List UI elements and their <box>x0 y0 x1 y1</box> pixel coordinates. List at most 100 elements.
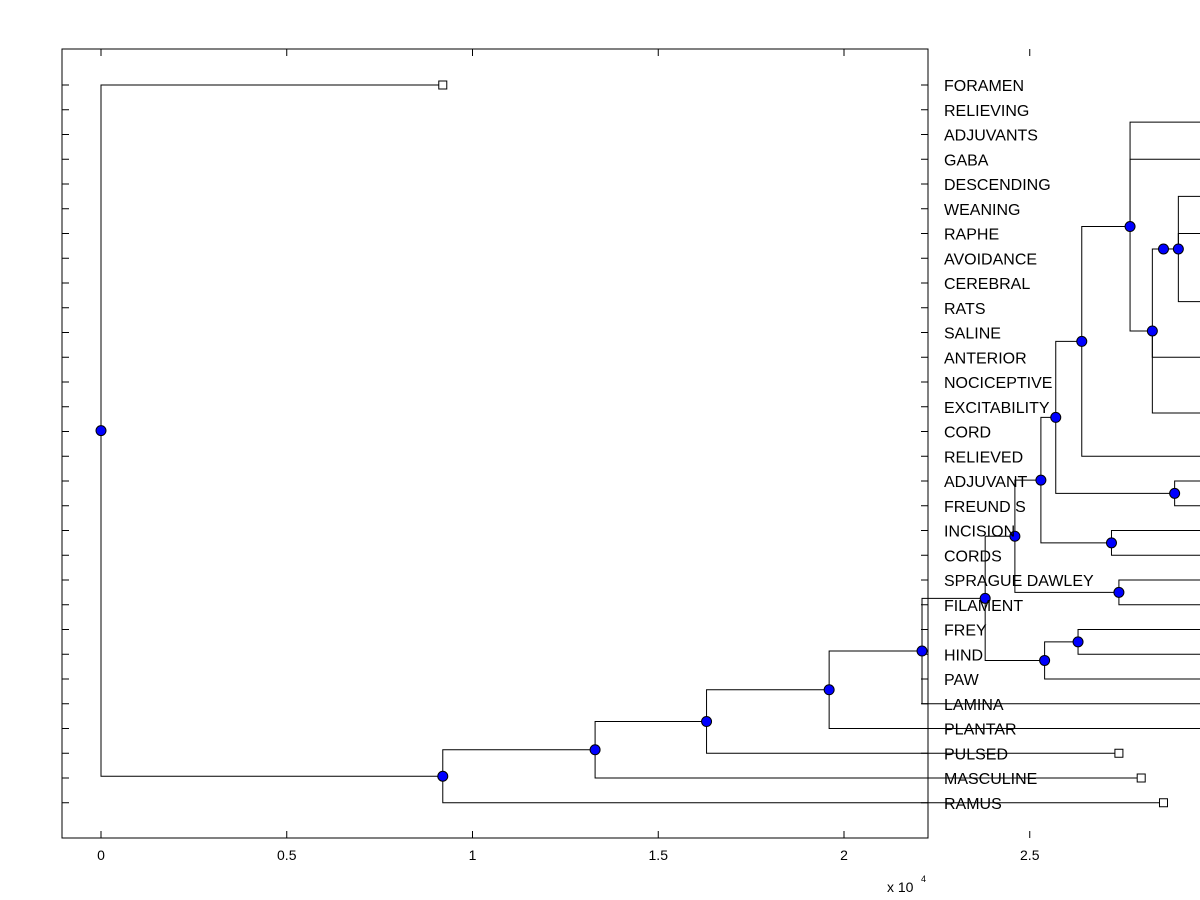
node-markers <box>95 221 1184 782</box>
link-to-node <box>984 535 1015 599</box>
leaf-label: CEREBRAL <box>944 276 1030 293</box>
node-marker <box>1039 654 1051 666</box>
leaf-label: PAW <box>944 672 980 689</box>
leaf-label: SPRAGUE DAWLEY <box>944 573 1094 590</box>
leaf-label: NOCICEPTIVE <box>944 375 1052 392</box>
leaf-label: MASCULINE <box>944 771 1037 788</box>
link-to-leaf <box>706 721 1119 754</box>
node-marker <box>979 592 991 604</box>
node-marker <box>1169 487 1181 499</box>
link-to-leaf <box>1110 542 1200 556</box>
link-to-leaf <box>1129 158 1200 227</box>
link-to-node <box>1014 536 1119 593</box>
leaf-marker <box>438 80 448 90</box>
leaf-label: PLANTAR <box>944 722 1017 739</box>
link-to-node <box>1177 248 1200 303</box>
leaf-label: FILAMENT <box>944 598 1023 615</box>
link-to-leaf <box>1118 592 1200 606</box>
leaf-label: ANTERIOR <box>944 350 1027 367</box>
x-tick-label: 1.5 <box>649 847 669 863</box>
link-to-node <box>1151 248 1164 331</box>
x-tick-label: 2 <box>840 847 848 863</box>
link-to-node <box>1151 330 1200 414</box>
link-to-node <box>921 597 986 652</box>
x-tick-label: 0.5 <box>277 847 297 863</box>
x-tick-label: 1 <box>469 847 477 863</box>
node-marker <box>1105 537 1117 549</box>
leaf-label: CORDS <box>944 548 1002 565</box>
node-marker <box>1076 335 1088 347</box>
link-to-node <box>100 430 443 777</box>
node-marker <box>1157 243 1169 255</box>
link-to-node <box>442 749 596 777</box>
x-tick-labels: 00.511.522.533.54 <box>97 847 1040 863</box>
leaf-label: PULSED <box>944 746 1008 763</box>
leaf-label: RAPHE <box>944 227 999 244</box>
node-marker <box>1146 325 1158 337</box>
link-to-node <box>1044 641 1079 661</box>
leaf-marker <box>1158 798 1168 808</box>
x-scale-exponent: 4 <box>921 874 926 884</box>
x-tick-label: 0 <box>97 847 105 863</box>
leaf-label: DESCENDING <box>944 177 1051 194</box>
node-marker <box>1113 586 1125 598</box>
node-marker <box>1035 474 1047 486</box>
link-to-node <box>1129 121 1200 227</box>
leaf-label: FREUND S <box>944 499 1026 516</box>
leaf-label: FREY <box>944 623 987 640</box>
leaf-label: INCISION <box>944 524 1015 541</box>
link-to-leaf <box>1077 641 1200 655</box>
link-to-node <box>1055 340 1082 418</box>
link-to-leaf <box>828 689 1200 729</box>
leaf-labels: FORAMEN RELIEVING ADJUVANTS GABA DESCENDING W… <box>944 78 1094 813</box>
link-to-leaf <box>1118 579 1200 593</box>
leaf-label: RELIEVING <box>944 103 1029 120</box>
node-marker <box>1009 530 1021 542</box>
leaf-label: WEANING <box>944 202 1020 219</box>
leaf-marker <box>1114 748 1124 758</box>
leaf-label: FORAMEN <box>944 78 1024 95</box>
link-to-leaf <box>1151 330 1200 358</box>
link-to-leaf <box>1077 629 1200 642</box>
link-to-node <box>984 598 1045 661</box>
axis-ticks <box>62 49 1031 838</box>
link-to-node <box>1055 417 1175 494</box>
leaf-label: ADJUVANT <box>944 474 1027 491</box>
leaf-label: CORD <box>944 425 991 442</box>
link-to-leaf <box>1110 530 1200 543</box>
leaf-label: GABA <box>944 152 989 169</box>
link-to-node <box>594 721 707 750</box>
x-tick-label: 2.5 <box>1020 847 1040 863</box>
leaf-label: AVOIDANCE <box>944 251 1037 268</box>
node-marker <box>701 716 713 728</box>
link-to-leaf <box>1044 660 1200 680</box>
leaf-marker <box>1136 773 1146 783</box>
link-to-node <box>828 650 923 690</box>
link-to-node <box>1014 479 1041 537</box>
link-to-node <box>706 689 830 722</box>
node-marker <box>589 744 601 756</box>
node-marker <box>1050 411 1062 423</box>
leaf-label: RELIEVED <box>944 449 1023 466</box>
link-to-leaf <box>1081 341 1200 457</box>
node-marker <box>437 770 449 782</box>
x-scale-base: x 10 <box>887 879 914 895</box>
leaf-label: EXCITABILITY <box>944 400 1050 417</box>
node-marker <box>1124 221 1136 233</box>
node-marker <box>823 684 835 696</box>
dendrogram-links <box>100 84 1200 804</box>
plot-area <box>61 48 929 839</box>
leaf-markers <box>438 80 1168 808</box>
node-marker <box>1072 636 1084 648</box>
node-marker <box>1172 243 1184 255</box>
leaf-label: LAMINA <box>944 697 1004 714</box>
node-marker <box>95 425 107 437</box>
link-to-node <box>1040 416 1056 481</box>
node-marker <box>916 645 928 657</box>
link-to-node <box>1129 226 1153 332</box>
leaf-label: HIND <box>944 647 983 664</box>
link-to-leaf <box>594 749 1142 779</box>
leaf-label: ADJUVANTS <box>944 128 1038 145</box>
leaf-label: RAMUS <box>944 796 1002 813</box>
